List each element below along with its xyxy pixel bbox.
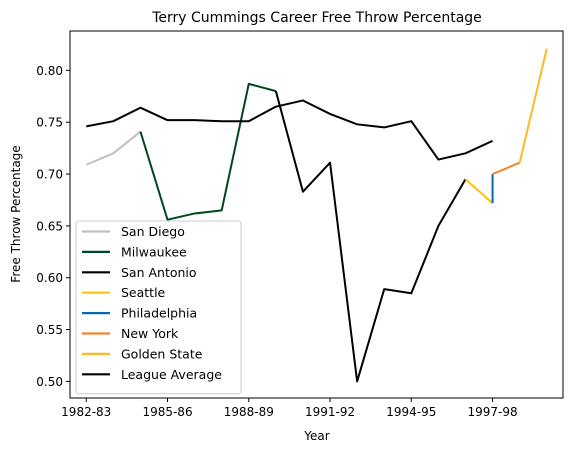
x-tick-label: 1988-89 [224, 405, 274, 419]
series-line-san-diego [85, 130, 142, 166]
legend-label-seattle: Seattle [121, 285, 166, 300]
x-tick-label: 1982-83 [61, 405, 111, 419]
legend-label-milwaukee: Milwaukee [121, 244, 187, 259]
series-line-seattle [464, 178, 494, 204]
series-layer [85, 48, 548, 383]
legend-label-league-average: League Average [121, 367, 222, 382]
y-tick-label: 0.50 [36, 375, 63, 389]
series-line-san-antonio [274, 90, 467, 383]
series-line-milwaukee [139, 82, 277, 221]
x-tick-label: 1985-86 [142, 405, 192, 419]
y-tick-label: 0.55 [36, 323, 63, 337]
x-axis: 1982-83 1985-86 1988-89 1991-92 1994-95 1997-… [61, 398, 518, 419]
legend-label-golden-state: Golden State [121, 346, 203, 361]
series-line-golden-state [518, 48, 548, 163]
series-line-new-york [492, 161, 521, 175]
chart-title: Terry Cummings Career Free Throw Percent… [151, 10, 482, 26]
series-line-league-average [86, 99, 493, 161]
legend-label-san-diego: San Diego [121, 224, 185, 239]
x-tick-label: 1994-95 [386, 405, 436, 419]
legend: San Diego Milwaukee San Antonio Seattle Phil… [75, 220, 242, 395]
x-tick-label: 1991-92 [305, 405, 355, 419]
x-axis-label: Year [303, 429, 329, 443]
y-tick-label: 0.65 [36, 219, 63, 233]
legend-label-philadelphia: Philadelphia [121, 306, 197, 321]
x-tick-label: 1997-98 [468, 405, 518, 419]
y-tick-label: 0.70 [36, 168, 63, 182]
plot-frame [69, 30, 564, 399]
legend-label-san-antonio: San Antonio [121, 265, 197, 280]
y-tick-label: 0.60 [36, 271, 63, 285]
y-axis: 0.50 0.55 0.60 0.65 0.70 0.75 0.80 [36, 64, 70, 389]
y-axis-label: Free Throw Percentage [9, 145, 23, 282]
legend-label-new-york: New York [121, 326, 179, 341]
legend-box [75, 220, 242, 395]
y-tick-label: 0.75 [36, 116, 63, 130]
y-tick-label: 0.80 [36, 64, 63, 78]
